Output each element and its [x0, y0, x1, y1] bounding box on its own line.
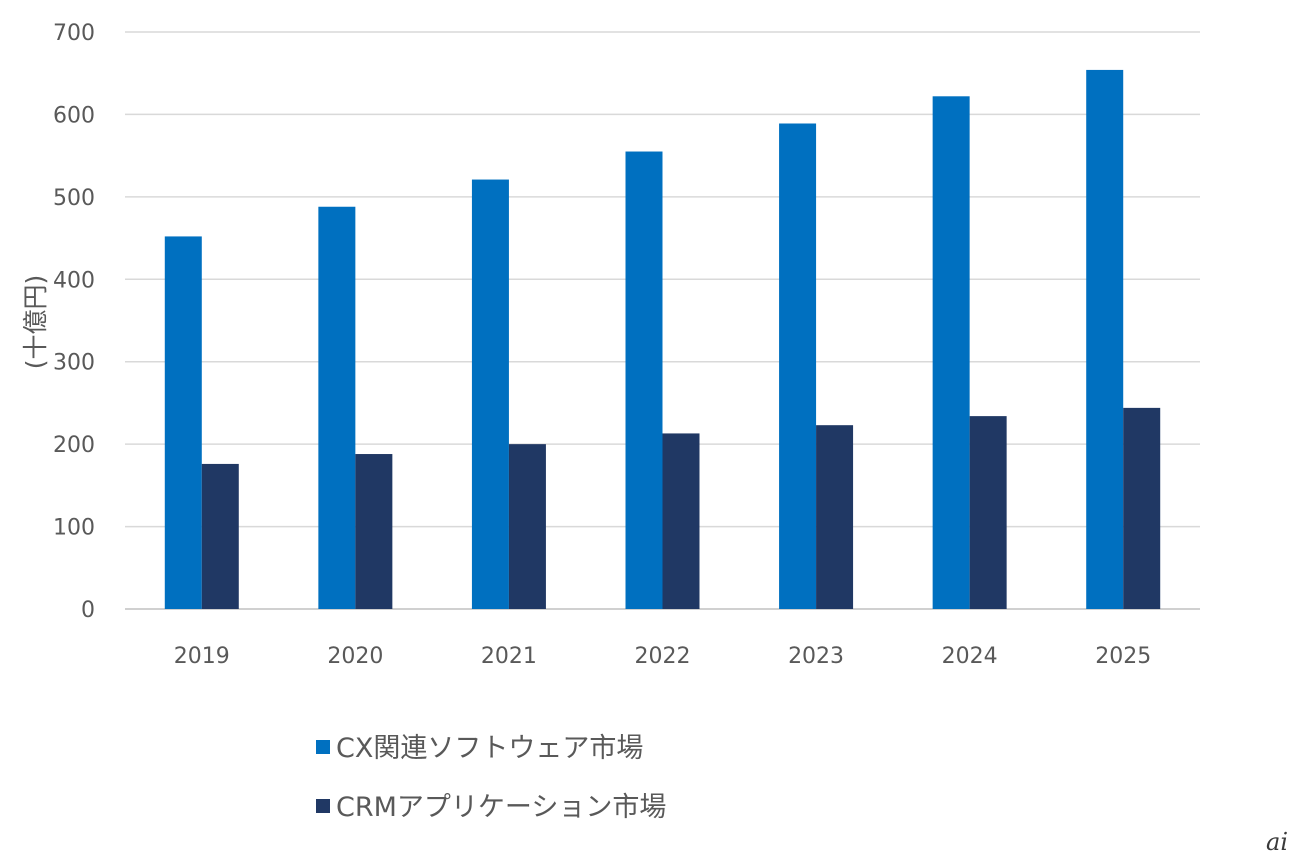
watermark-logo: ai [1266, 828, 1288, 856]
y-tick-label: 100 [53, 516, 95, 541]
bar-cx-software-2025 [1086, 69, 1124, 610]
y-tick-label: 0 [81, 598, 95, 623]
x-axis-ticks: 2019 2020 2021 2022 2023 2024 2025 [174, 644, 1151, 669]
legend-swatch [316, 740, 330, 754]
legend: CX関連ソフトウェア市場 CRMアプリケーション市場 [316, 733, 666, 823]
y-tick-label: 500 [53, 186, 95, 211]
x-tick-label: 2021 [481, 644, 537, 669]
y-tick-label: 200 [53, 433, 95, 458]
bar-crm-application-2025 [1123, 407, 1161, 609]
y-tick-label: 300 [53, 351, 95, 376]
y-tick-label: 400 [53, 268, 95, 293]
bar-crm-application-2019 [201, 463, 239, 609]
legend-label: CRMアプリケーション市場 [336, 792, 666, 823]
bar-crm-application-2020 [355, 454, 393, 609]
y-tick-label: 600 [53, 103, 95, 128]
bars [164, 69, 1161, 610]
bar-cx-software-2019 [164, 236, 202, 609]
bar-cx-software-2023 [779, 123, 817, 609]
bar-cx-software-2021 [471, 179, 509, 609]
x-tick-label: 2024 [942, 644, 998, 669]
y-axis-title: (十億円) [21, 275, 50, 370]
x-tick-label: 2023 [788, 644, 844, 669]
bar-cx-software-2022 [625, 151, 663, 609]
bar-crm-application-2023 [816, 425, 854, 609]
x-tick-label: 2019 [174, 644, 230, 669]
legend-label: CX関連ソフトウェア市場 [336, 733, 643, 764]
x-tick-label: 2022 [635, 644, 691, 669]
x-tick-label: 2020 [327, 644, 383, 669]
x-tick-label: 2025 [1095, 644, 1151, 669]
y-axis-ticks: 0 100 200 300 400 500 600 700 [53, 21, 95, 623]
y-tick-label: 700 [53, 21, 95, 46]
bar-crm-application-2021 [508, 444, 546, 609]
legend-swatch [316, 799, 330, 813]
bar-cx-software-2020 [318, 206, 356, 609]
bar-cx-software-2024 [932, 96, 970, 609]
bar-crm-application-2024 [969, 416, 1007, 609]
bar-crm-application-2022 [662, 433, 700, 609]
